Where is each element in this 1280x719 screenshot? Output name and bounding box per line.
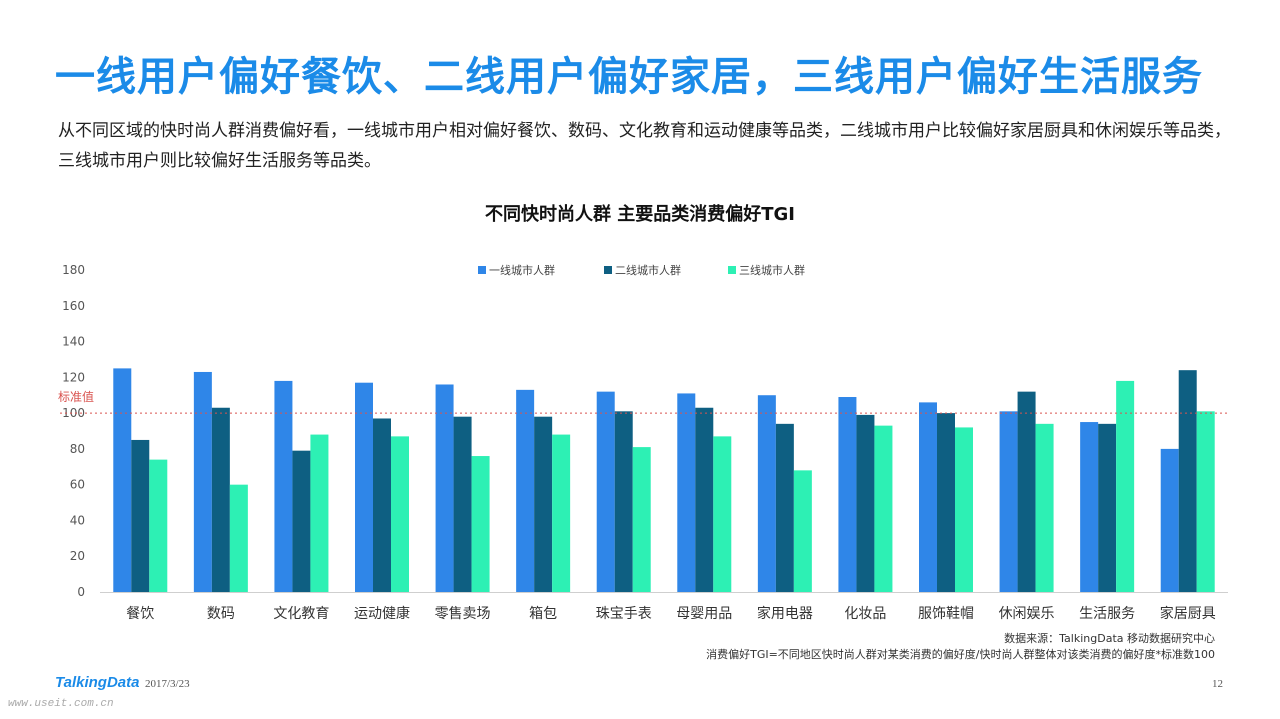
bar-1	[838, 397, 857, 592]
y-tick-label: 0	[77, 585, 85, 599]
x-tick-label: 服饰鞋帽	[918, 606, 974, 622]
bar-2	[453, 416, 472, 592]
bar-3	[1035, 423, 1054, 592]
legend-label: 三线城市人群	[739, 263, 805, 277]
x-tick-label: 运动健康	[354, 605, 410, 622]
x-tick-label: 文化教育	[273, 606, 329, 622]
x-tick-label: 零售卖场	[435, 606, 491, 622]
x-tick-label: 数码	[207, 606, 235, 622]
x-tick-label: 箱包	[529, 606, 557, 622]
bar-3	[955, 427, 973, 592]
bar-3	[632, 447, 651, 592]
bar-1	[435, 384, 454, 592]
bar-1	[596, 391, 615, 592]
bar-3	[793, 470, 812, 592]
bar-1	[516, 389, 535, 592]
bar-3	[1196, 411, 1215, 592]
page-number: 12	[1212, 678, 1223, 690]
bar-2	[373, 418, 391, 592]
bar-2	[131, 439, 150, 592]
y-tick-label: 60	[70, 478, 85, 492]
page-title: 一线用户偏好餐饮、二线用户偏好家居，三线用户偏好生活服务	[55, 54, 1203, 100]
bar-2	[1017, 391, 1036, 592]
bar-1	[274, 380, 293, 592]
tgi-definition-note: 消费偏好TGI=不同地区快时尚人群对某类消费的偏好度/快时尚人群整体对该类消费的…	[706, 648, 1215, 661]
bar-3	[310, 434, 329, 592]
bar-1	[1080, 422, 1099, 592]
legend-swatch	[604, 266, 612, 274]
page-description: 从不同区域的快时尚人群消费偏好看，一线城市用户相对偏好餐饮、数码、文化教育和运动…	[58, 121, 1231, 171]
y-tick-label: 20	[70, 549, 85, 563]
bar-1	[677, 393, 696, 592]
bar-1	[113, 368, 132, 592]
bar-2	[937, 413, 955, 592]
bar-3	[552, 434, 571, 592]
bar-1	[757, 395, 776, 592]
bar-3	[713, 436, 732, 592]
y-tick-label: 120	[62, 370, 85, 384]
legend-label: 二线城市人群	[615, 263, 681, 277]
bar-2	[1178, 370, 1197, 592]
bar-1	[919, 402, 937, 592]
x-tick-label: 生活服务	[1079, 606, 1135, 622]
bar-3	[149, 459, 168, 592]
x-tick-label: 家居厨具	[1160, 605, 1216, 622]
report-date: 2017/3/23	[145, 678, 190, 690]
bar-2	[856, 414, 875, 592]
bar-2	[695, 407, 714, 592]
bar-1	[1160, 448, 1179, 592]
talkingdata-logo: TalkingData	[55, 674, 140, 691]
y-tick-label: 160	[62, 299, 85, 313]
bar-3	[229, 484, 248, 592]
watermark: www.useit.com.cn	[8, 698, 114, 710]
x-tick-label: 休闲娱乐	[999, 606, 1055, 622]
y-tick-label: 140	[62, 335, 85, 349]
bar-1	[999, 411, 1018, 592]
bar-3	[874, 425, 893, 592]
x-tick-label: 餐饮	[126, 606, 154, 622]
y-tick-label: 80	[70, 442, 85, 456]
reference-line-label: 标准值	[58, 389, 94, 404]
y-tick-label: 180	[62, 263, 85, 277]
bar-3	[1116, 380, 1135, 592]
bar-2	[775, 423, 794, 592]
x-tick-label: 珠宝手表	[596, 606, 652, 622]
bar-2	[1098, 423, 1117, 592]
chart-title: 不同快时尚人群 主要品类消费偏好TGI	[484, 204, 795, 225]
legend-swatch	[478, 266, 486, 274]
bar-2	[534, 416, 553, 592]
data-source-note: 数据来源：TalkingData 移动数据研究中心	[1004, 632, 1215, 645]
bar-1	[355, 382, 373, 592]
x-tick-label: 家用电器	[757, 605, 813, 622]
bar-1	[193, 371, 212, 592]
y-tick-label: 40	[70, 513, 85, 527]
bar-2	[211, 407, 230, 592]
bar-2	[614, 411, 633, 592]
bar-3	[471, 456, 490, 592]
x-tick-label: 化妆品	[844, 606, 886, 622]
x-tick-label: 母婴用品	[676, 606, 732, 622]
bar-3	[391, 436, 409, 592]
bar-2	[292, 450, 311, 592]
legend-swatch	[728, 266, 736, 274]
legend-label: 一线城市人群	[489, 263, 555, 277]
y-tick-label: 100	[62, 406, 85, 420]
